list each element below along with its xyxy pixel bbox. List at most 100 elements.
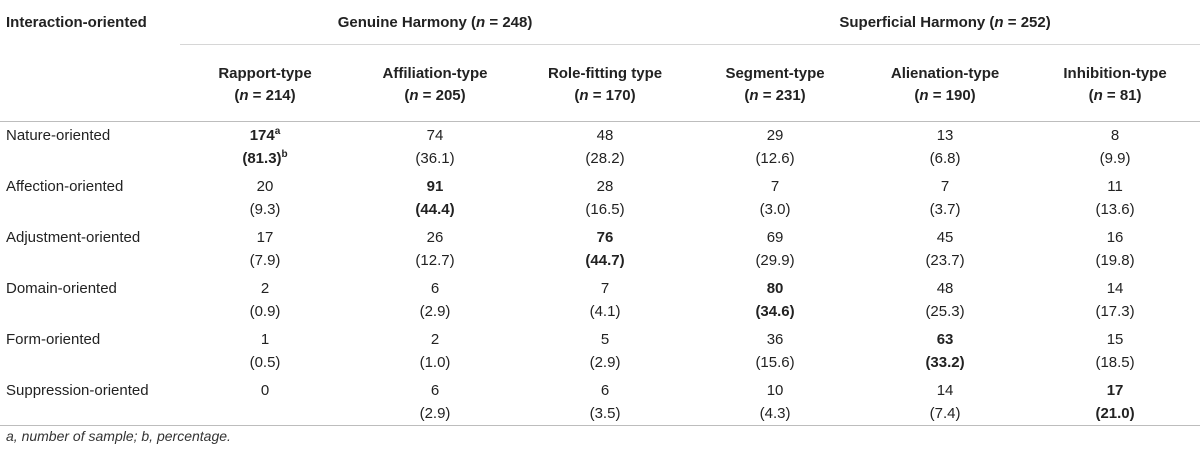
column-header-inhibition-type: Inhibition-type (n = 81) [1063, 65, 1167, 104]
table-cell: 26 (12.7) [350, 224, 520, 275]
row-label: Affection-oriented [6, 178, 124, 195]
table-cell: 28 (16.5) [520, 173, 690, 224]
table-cell: 17 (21.0) [1030, 377, 1200, 426]
cell-count: 15 [1106, 331, 1124, 348]
column-n-value: = 231) [758, 87, 806, 104]
harmony-table: Interaction-oriented Genuine Harmony (n … [0, 0, 1200, 426]
cell-count: 28 [596, 178, 614, 195]
column-name: Rapport-type [218, 65, 312, 82]
table-footnote: a, number of sample; b, percentage. [6, 428, 231, 444]
cell-percentage: (9.9) [1099, 150, 1131, 167]
table-cell: 36 (15.6) [690, 326, 860, 377]
column-header-rapport-type: Rapport-type (n = 214) [218, 65, 312, 104]
cell-count: 14 [1106, 280, 1124, 297]
cell-count: 48 [936, 280, 954, 297]
cell-count: 26 [426, 229, 444, 246]
table-cell: 174a (81.3)b [180, 122, 350, 174]
column-n-value: = 81) [1102, 87, 1142, 104]
column-n-var: n [749, 87, 759, 104]
cell-percentage: (17.3) [1095, 303, 1135, 320]
table-cell: 6 (2.9) [350, 377, 520, 426]
table-cell: 63 (33.2) [860, 326, 1030, 377]
footnote-marker: b [281, 149, 288, 160]
table-cell: 76 (44.7) [520, 224, 690, 275]
cell-percentage: (16.5) [585, 201, 625, 218]
column-header-segment-type: Segment-type (n = 231) [725, 65, 825, 104]
cell-percentage: (12.6) [755, 150, 795, 167]
table-cell: 14 (17.3) [1030, 275, 1200, 326]
cell-count: 16 [1106, 229, 1124, 246]
column-header-role-fitting-type: Role-fitting type (n = 170) [547, 65, 663, 104]
cell-percentage: (19.8) [1095, 252, 1135, 269]
column-n-value: = 205) [418, 87, 466, 104]
column-n-var: n [1093, 87, 1103, 104]
cell-percentage: (28.2) [585, 150, 625, 167]
cell-count: 8 [1110, 127, 1120, 144]
cell-count: 5 [600, 331, 610, 348]
cell-percentage: (18.5) [1095, 354, 1135, 371]
column-name: Affiliation-type [382, 65, 488, 82]
table-cell: 20 (9.3) [180, 173, 350, 224]
column-n-value: = 190) [928, 87, 976, 104]
table-cell: 15 (18.5) [1030, 326, 1200, 377]
cell-percentage: (7.4) [929, 405, 961, 422]
cell-count: 63 [936, 331, 954, 348]
cell-percentage: (21.0) [1095, 405, 1135, 422]
cell-count: 7 [600, 280, 610, 297]
column-n-var: n [239, 87, 249, 104]
table-cell: 14 (7.4) [860, 377, 1031, 426]
column-name: Inhibition-type [1063, 65, 1167, 82]
cell-percentage: (33.2) [925, 354, 965, 371]
cell-count: 91 [426, 178, 444, 195]
table-row: Form-oriented 1 (0.5) 2 (1.0) 5 (2.9) 36 (15.6) 6… [0, 326, 1200, 377]
cell-count: 6 [430, 382, 440, 399]
cell-count: 10 [766, 382, 784, 399]
group-header-genuine: Genuine Harmony (n = 248) [180, 0, 691, 45]
cell-percentage: (4.1) [589, 303, 621, 320]
cell-count: 36 [766, 331, 784, 348]
column-name: Alienation-type [890, 65, 1000, 82]
table-cell: 48 (25.3) [860, 275, 1030, 326]
cell-count: 17 [1106, 382, 1124, 399]
cell-percentage: (4.3) [759, 405, 791, 422]
group-header-superficial: Superficial Harmony (n = 252) [690, 0, 1200, 45]
row-label: Suppression-oriented [0, 377, 180, 426]
cell-count: 80 [766, 280, 784, 297]
cell-percentage: (0.5) [249, 354, 281, 371]
table-cell: 45 (23.7) [860, 224, 1030, 275]
cell-percentage: (3.7) [929, 201, 961, 218]
cell-percentage: (44.4) [415, 201, 455, 218]
table-cell: 2 (0.9) [180, 275, 350, 326]
cell-percentage: (12.7) [415, 252, 455, 269]
cell-count: 74 [426, 127, 444, 144]
column-name: Role-fitting type [547, 65, 663, 82]
cell-percentage: (13.6) [1095, 201, 1135, 218]
cell-count: 14 [936, 382, 954, 399]
table-cell: 74 (36.1) [350, 122, 520, 174]
row-label: Domain-oriented [6, 280, 117, 297]
cell-percentage: (81.3)b [242, 149, 288, 168]
cell-count: 7 [770, 178, 780, 195]
cell-count: 11 [1107, 178, 1123, 195]
cell-count: 45 [936, 229, 954, 246]
table-cell: 7 (3.7) [860, 173, 1030, 224]
table-row: Domain-oriented 2 (0.9) 6 (2.9) 7 (4.1) 80 (34.6… [0, 275, 1200, 326]
cell-percentage: (23.7) [925, 252, 965, 269]
column-n-value: = 214) [248, 87, 296, 104]
column-n-var: n [919, 87, 929, 104]
row-label: Adjustment-oriented [6, 229, 141, 246]
table-cell: 6 (3.5) [520, 377, 691, 426]
cell-percentage: (0.9) [249, 303, 281, 320]
cell-percentage: (44.7) [585, 252, 625, 269]
cell-percentage: (15.6) [755, 354, 795, 371]
cell-percentage: (6.8) [929, 150, 961, 167]
cell-percentage: (25.3) [925, 303, 965, 320]
cell-count: 2 [430, 331, 440, 348]
cell-count: 69 [766, 229, 784, 246]
cell-count: 2 [260, 280, 270, 297]
cell-percentage: (2.9) [419, 405, 451, 422]
corner-spacer [0, 45, 180, 122]
cell-count: 6 [600, 382, 610, 399]
column-header-alienation-type: Alienation-type (n = 190) [890, 65, 1000, 104]
corner-header: Interaction-oriented [6, 13, 147, 31]
